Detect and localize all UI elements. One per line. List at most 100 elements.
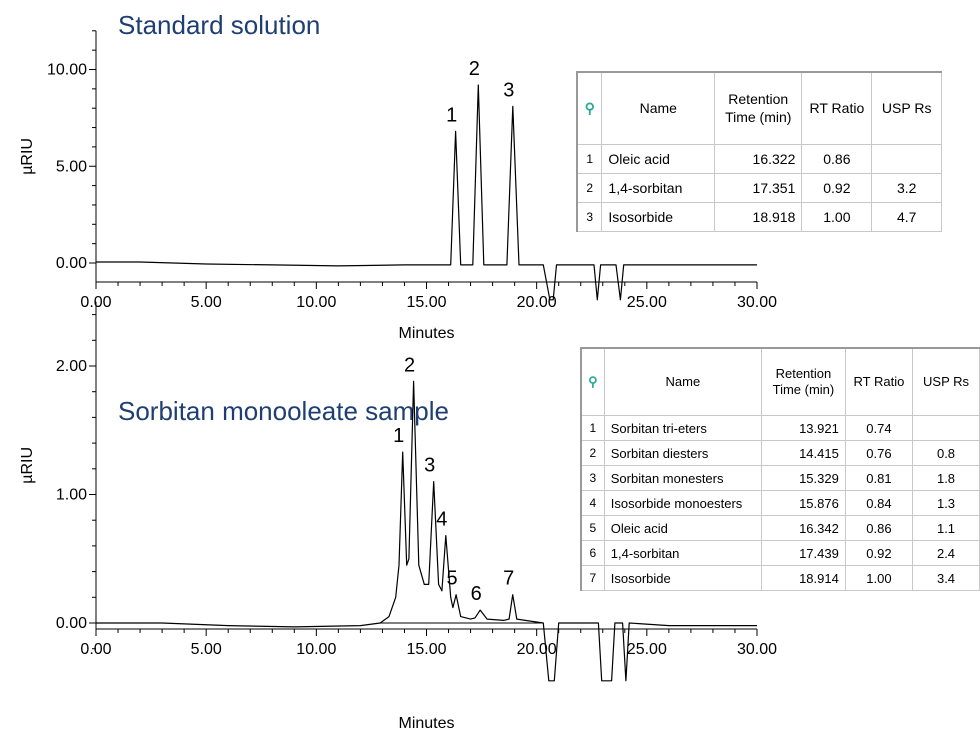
compound-name: Isosorbide	[601, 202, 716, 232]
x-tick-label: 30.00	[737, 641, 777, 658]
retention-time: 15.329	[761, 465, 846, 491]
rt-ratio: 0.76	[844, 440, 914, 466]
column-header-usp-rs[interactable]: USP Rs	[912, 347, 980, 416]
peak-label: 1	[393, 425, 404, 447]
usp-rs: 3.4	[912, 565, 980, 591]
x-tick-label: 25.00	[627, 294, 667, 311]
x-tick-label: 10.00	[296, 294, 336, 311]
x-tick-label: 10.00	[296, 641, 336, 658]
y-tick-label: 5.00	[56, 158, 87, 175]
y-tick-label: 0.00	[56, 615, 87, 632]
row-number: 3	[576, 202, 603, 232]
retention-time: 17.351	[714, 173, 803, 203]
table-header-row: ⚲ Name Retention Time (min) RT Ratio USP…	[576, 71, 942, 145]
column-header-name[interactable]: Name	[601, 71, 716, 145]
table-row[interactable]: 4 Isosorbide monoesters 15.876 0.84 1.3	[580, 490, 980, 516]
y-tick-label: 1.00	[56, 487, 87, 504]
rt-ratio: 0.92	[801, 173, 873, 203]
x-tick-label: 20.00	[517, 641, 557, 658]
retention-time: 16.342	[761, 515, 846, 541]
retention-time: 13.921	[761, 415, 846, 441]
row-number: 2	[576, 173, 603, 203]
x-axis-label: Minutes	[398, 325, 454, 342]
table-row[interactable]: 7 Isosorbide 18.914 1.00 3.4	[580, 565, 980, 591]
usp-rs: 1.8	[912, 465, 980, 491]
column-header-rt-ratio[interactable]: RT Ratio	[844, 347, 914, 416]
chart-title: Standard solution	[118, 10, 320, 40]
peak-label: 6	[471, 583, 482, 605]
column-header-retention-time[interactable]: Retention Time (min)	[761, 347, 846, 416]
peak-table-icon[interactable]: ⚲	[580, 347, 605, 416]
row-number: 2	[580, 440, 605, 466]
peak-table-icon[interactable]: ⚲	[576, 71, 603, 145]
x-tick-label: 15.00	[406, 294, 446, 311]
table-header-row: ⚲ Name Retention Time (min) RT Ratio USP…	[580, 347, 980, 416]
peak-table-standard: ⚲ Name Retention Time (min) RT Ratio USP…	[576, 71, 942, 232]
compound-name: Sorbitan monesters	[603, 465, 763, 491]
row-number: 7	[580, 565, 605, 591]
column-header-name[interactable]: Name	[603, 347, 763, 416]
column-header-retention-time[interactable]: Retention Time (min)	[714, 71, 803, 145]
x-tick-label: 0.00	[80, 641, 111, 658]
chromatogram-trace	[96, 84, 757, 301]
table-row[interactable]: 2 1,4-sorbitan 17.351 0.92 3.2	[576, 173, 942, 203]
rt-ratio: 1.00	[844, 565, 914, 591]
compound-name: Sorbitan tri-eters	[603, 415, 763, 441]
compound-name: 1,4-sorbitan	[603, 540, 763, 566]
rt-ratio: 1.00	[801, 202, 873, 232]
y-axis-label: µRIU	[19, 138, 36, 175]
row-number: 5	[580, 515, 605, 541]
row-number: 1	[580, 415, 605, 441]
x-tick-label: 20.00	[517, 294, 557, 311]
rt-ratio: 0.86	[801, 144, 873, 174]
y-tick-label: 2.00	[56, 358, 87, 375]
x-tick-label: 5.00	[191, 641, 222, 658]
y-axis-label: µRIU	[19, 447, 36, 484]
table-row[interactable]: 2 Sorbitan diesters 14.415 0.76 0.8	[580, 440, 980, 466]
row-number: 6	[580, 540, 605, 566]
x-tick-label: 5.00	[191, 294, 222, 311]
row-number: 3	[580, 465, 605, 491]
table-row[interactable]: 1 Oleic acid 16.322 0.86	[576, 144, 942, 174]
compound-name: Sorbitan diesters	[603, 440, 763, 466]
x-axis-label: Minutes	[398, 715, 454, 731]
retention-time: 17.439	[761, 540, 846, 566]
usp-rs: 0.8	[912, 440, 980, 466]
peak-label: 4	[436, 509, 447, 531]
table-row[interactable]: 1 Sorbitan tri-eters 13.921 0.74	[580, 415, 980, 441]
x-tick-label: 30.00	[737, 294, 777, 311]
x-tick-label: 15.00	[406, 641, 446, 658]
usp-rs: 1.1	[912, 515, 980, 541]
row-number: 1	[576, 144, 603, 174]
table-row[interactable]: 3 Isosorbide 18.918 1.00 4.7	[576, 202, 942, 232]
peak-label: 2	[404, 354, 415, 376]
y-tick-label: 0.00	[56, 255, 87, 272]
chart-title: Sorbitan monooleate sample	[118, 396, 449, 426]
retention-time: 15.876	[761, 490, 846, 516]
peak-label: 3	[503, 79, 514, 101]
chromatogram-trace	[96, 380, 757, 682]
peak-label: 5	[447, 568, 458, 590]
usp-rs: 4.7	[871, 202, 942, 232]
retention-time: 14.415	[761, 440, 846, 466]
rt-ratio: 0.92	[844, 540, 914, 566]
peak-label: 2	[469, 58, 480, 80]
usp-rs	[912, 415, 980, 441]
row-number: 4	[580, 490, 605, 516]
usp-rs: 2.4	[912, 540, 980, 566]
column-header-usp-rs[interactable]: USP Rs	[871, 71, 942, 145]
y-tick-label: 10.00	[47, 62, 87, 79]
usp-rs: 1.3	[912, 490, 980, 516]
peak-table-sample: ⚲ Name Retention Time (min) RT Ratio USP…	[580, 347, 980, 591]
table-row[interactable]: 5 Oleic acid 16.342 0.86 1.1	[580, 515, 980, 541]
usp-rs	[871, 144, 942, 174]
chromatogram-standard: Standard solution 0.00 5.00 10.00 15.00 20.0…	[19, 10, 777, 342]
chromatogram-sample: Sorbitan monooleate sample 0.00 5.00 10.00…	[19, 301, 777, 731]
table-row[interactable]: 6 1,4-sorbitan 17.439 0.92 2.4	[580, 540, 980, 566]
retention-time: 18.918	[714, 202, 803, 232]
rt-ratio: 0.74	[844, 415, 914, 441]
column-header-rt-ratio[interactable]: RT Ratio	[801, 71, 873, 145]
table-row[interactable]: 3 Sorbitan monesters 15.329 0.81 1.8	[580, 465, 980, 491]
peak-label: 1	[446, 104, 457, 126]
rt-ratio: 0.81	[844, 465, 914, 491]
